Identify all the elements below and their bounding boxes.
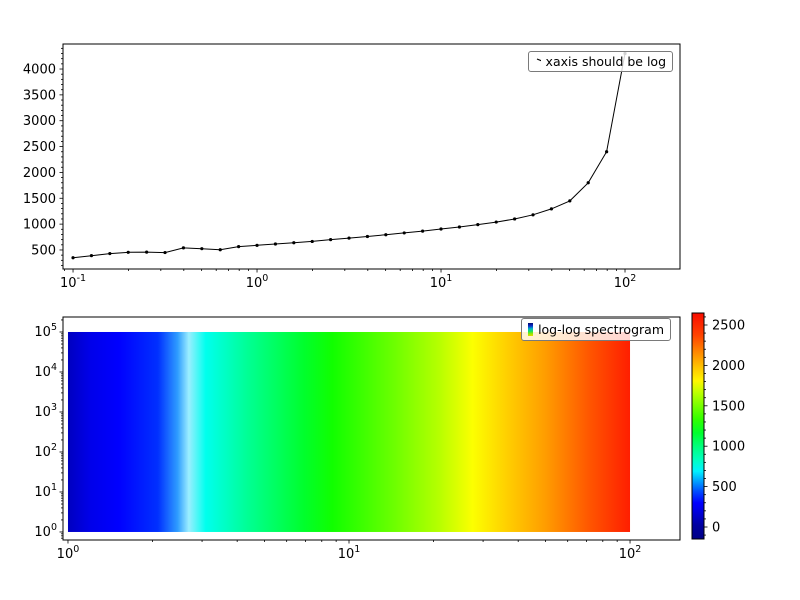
tick-label: 101 — [34, 482, 57, 500]
tick-label: 100 — [246, 273, 269, 291]
tick-label: 102 — [34, 442, 57, 460]
tick-label: 105 — [34, 322, 57, 340]
tick-label: 101 — [338, 544, 361, 562]
bottom-y-ticks — [59, 319, 63, 539]
data-line — [72, 53, 626, 259]
tick-label: 2500 — [23, 140, 56, 155]
top-x-tick-labels: 10-1 100 101 102 — [60, 273, 636, 291]
top-plot: 10-1 100 101 102 500 1000 1500 2000 2500 3000 3500… — [23, 43, 681, 291]
top-axes-frame — [62, 43, 681, 270]
tick-label: 3500 — [23, 88, 56, 103]
legend-bottom-plot: log-log spectrogram — [521, 318, 671, 341]
tick-label: 1500 — [712, 399, 745, 414]
tick-label: 500 — [712, 480, 737, 495]
colorbar-gradient — [692, 313, 704, 539]
tick-label: 3000 — [23, 114, 56, 129]
tick-label: 2000 — [712, 359, 745, 374]
bottom-axes-frame — [62, 316, 681, 541]
quadmesh-icon — [528, 323, 534, 336]
spectrogram-mesh — [67, 331, 631, 532]
bottom-y-tick-labels: 100 101 102 103 104 105 — [34, 322, 57, 540]
tick-label: 2500 — [712, 319, 745, 334]
bottom-plot: 100 101 102 100 101 102 103 104 105 — [34, 316, 681, 562]
tick-label: 500 — [31, 243, 56, 258]
colorbar: 0 500 1000 1500 2000 2500 — [691, 312, 745, 540]
legend-label-top: xaxis should be log — [545, 54, 666, 69]
tick-label: 1500 — [23, 192, 56, 207]
colorbar-tick-labels: 0 500 1000 1500 2000 2500 — [712, 319, 745, 536]
legend-label-bottom: log-log spectrogram — [538, 322, 664, 337]
bottom-x-ticks — [67, 540, 631, 544]
top-x-ticks — [64, 269, 626, 273]
tick-label: 100 — [34, 522, 57, 540]
tick-label: 104 — [34, 362, 57, 380]
bottom-x-tick-labels: 100 101 102 — [57, 544, 642, 562]
tick-label: 101 — [430, 273, 453, 291]
tick-label: 102 — [614, 273, 637, 291]
tick-label: 1000 — [712, 440, 745, 455]
tick-label: 2000 — [23, 166, 56, 181]
tick-label: 103 — [34, 402, 57, 420]
tick-label: 4000 — [23, 63, 56, 78]
colorbar-frame — [691, 312, 705, 540]
data-markers — [71, 51, 627, 260]
tick-label: 0 — [712, 521, 720, 536]
tick-label: 10-1 — [60, 273, 86, 291]
colorbar-ticks — [704, 316, 708, 536]
legend-top-plot: xaxis should be log — [528, 51, 673, 72]
tick-label: 100 — [57, 544, 80, 562]
tick-label: 102 — [619, 544, 642, 562]
top-y-ticks — [59, 47, 63, 266]
tick-label: 1000 — [23, 218, 56, 233]
top-y-tick-labels: 500 1000 1500 2000 2500 3000 3500 4000 — [23, 63, 56, 259]
line-marker-icon — [536, 58, 541, 62]
